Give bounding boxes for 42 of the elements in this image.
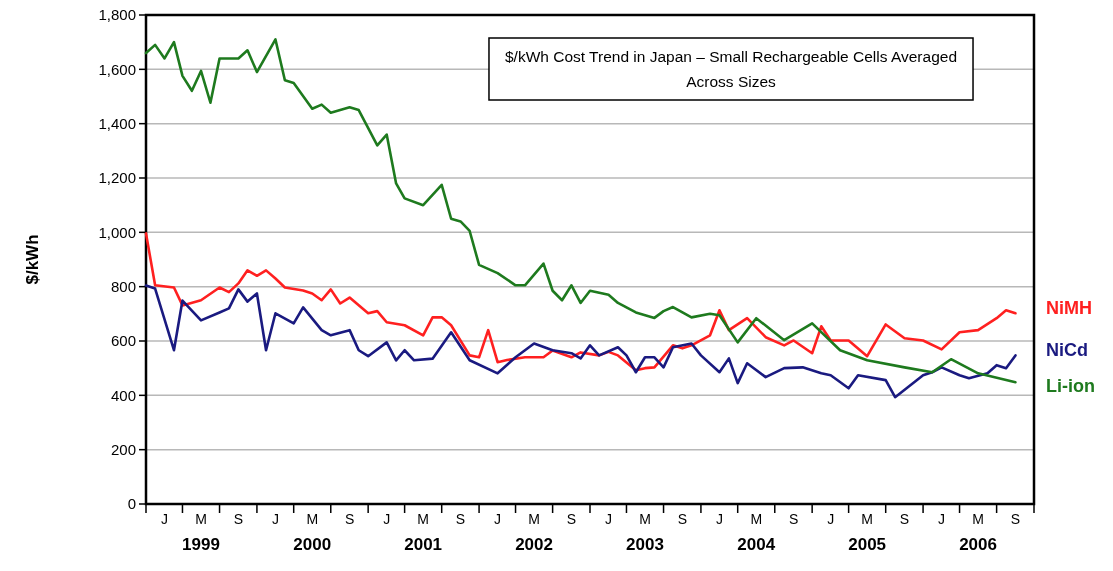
y-tick-label: 400 xyxy=(110,386,136,404)
x-tick-label: S xyxy=(1010,511,1021,527)
x-tick-label: M 2003 xyxy=(626,511,664,554)
line-series xyxy=(144,38,1017,384)
line-series xyxy=(144,232,1017,372)
x-tick-label: M 2000 xyxy=(293,511,332,554)
x-tick-label: J xyxy=(827,511,835,527)
x-tick-label: S xyxy=(455,511,466,527)
x-tick-label: S xyxy=(344,511,355,527)
x-tick-label: S xyxy=(677,511,688,527)
x-tick-label: J xyxy=(161,511,169,527)
x-tick-label: S xyxy=(233,511,244,527)
x-tick-label: J xyxy=(938,511,946,527)
x-tick-label: J xyxy=(383,511,391,527)
y-tick-label: 1,600 xyxy=(98,60,136,78)
x-tick-label: S xyxy=(788,511,799,527)
y-tick-label: 1,400 xyxy=(98,114,136,132)
y-tick-label: 200 xyxy=(110,440,136,458)
y-tick-label: 600 xyxy=(110,332,136,350)
x-tick-label: J xyxy=(494,511,502,527)
x-tick-label: M 1999 xyxy=(182,511,220,554)
series-label: NiMH xyxy=(1046,297,1092,318)
y-tick-label: 0 xyxy=(127,495,136,513)
series-label: Li-ion xyxy=(1046,375,1095,396)
y-tick-label: 1,200 xyxy=(98,169,136,187)
y-axis-title: $/kWh xyxy=(23,234,42,285)
x-tick-label: J xyxy=(271,511,279,527)
series-label: NiCd xyxy=(1046,339,1088,360)
x-tick-label: J xyxy=(605,511,613,527)
y-tick-label: 800 xyxy=(110,277,136,295)
line-series xyxy=(144,284,1017,399)
x-tick-label: S xyxy=(566,511,577,527)
x-tick-label: S xyxy=(899,511,910,527)
x-tick-label: M 2002 xyxy=(515,511,553,554)
text: $/kWh Cost Trend in Japan – Small Rechargeable Cells Averaged Across Sizes xyxy=(504,48,958,90)
x-tick-label: M 2006 xyxy=(959,511,997,554)
x-tick-label: M 2005 xyxy=(848,511,887,554)
y-tick-label: 1,800 xyxy=(98,6,136,24)
x-tick-label: M 2004 xyxy=(737,511,776,554)
x-tick-label: M 2001 xyxy=(404,511,443,554)
x-tick-label: J xyxy=(715,511,723,527)
y-tick-label: 1,000 xyxy=(98,223,136,241)
